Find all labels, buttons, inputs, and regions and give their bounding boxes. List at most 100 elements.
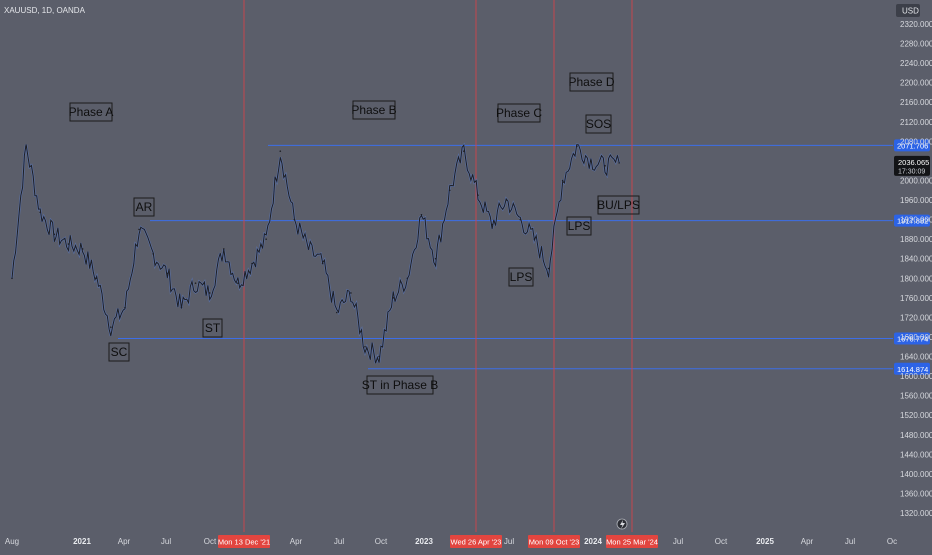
wyckoff-label: Phase A [69, 105, 114, 119]
x-tick-label: 2024 [584, 537, 602, 546]
price-point [590, 160, 592, 162]
y-tick-label: 1800.000 [900, 274, 932, 283]
y-tick-label: 1760.000 [900, 294, 932, 303]
y-tick-label: 1880.000 [900, 235, 932, 244]
price-point [434, 257, 437, 260]
y-tick-label: 2280.000 [900, 40, 932, 49]
y-tick-label: 2320.000 [900, 20, 932, 29]
price-point [25, 145, 27, 148]
price-point [39, 211, 42, 214]
date-marker-text: Wed 26 Apr '23 [451, 538, 502, 547]
wyckoff-label: AR [136, 200, 153, 214]
wyckoff-label-box[interactable] [352, 100, 396, 120]
y-tick-label: 2160.000 [900, 98, 932, 107]
price-point [420, 213, 423, 216]
date-marker-tag [218, 535, 270, 548]
price-point [223, 248, 225, 250]
wyckoff-label: LPS [568, 219, 591, 233]
y-tick-label: 1960.000 [900, 196, 932, 205]
price-line[interactable] [11, 143, 620, 364]
price-point [110, 326, 112, 328]
price-point [81, 248, 84, 250]
wyckoff-label: Phase B [351, 103, 396, 117]
y-tick-label: 2200.000 [900, 79, 932, 88]
price-point [335, 311, 338, 314]
price-point [350, 292, 352, 294]
x-tick-label: Aug [5, 537, 19, 546]
wyckoff-label-box[interactable] [585, 114, 612, 134]
wyckoff-label-box[interactable] [497, 103, 541, 123]
y-tick-label: 1440.000 [900, 450, 932, 459]
y-tick-label: 1720.000 [900, 313, 932, 322]
x-tick-label: Jul [673, 537, 683, 546]
currency-label: USD [902, 7, 919, 16]
price-point [378, 355, 380, 358]
date-marker-text: Mon 25 Mar '24 [606, 538, 658, 547]
y-tick-label: 1560.000 [900, 392, 932, 401]
wyckoff-label: ST [205, 321, 221, 335]
level-price-text: 1917.882 [897, 217, 928, 226]
y-tick-label: 2240.000 [900, 59, 932, 68]
wyckoff-label-box[interactable] [569, 72, 614, 92]
x-tick-label: Oct [375, 537, 388, 546]
currency-button[interactable] [896, 4, 920, 17]
wyckoff-label: LPS [510, 270, 533, 284]
wyckoff-label: SOS [586, 117, 611, 131]
date-marker-text: Mon 09 Oct '23 [529, 538, 580, 547]
price-point [124, 306, 126, 309]
wyckoff-label-box[interactable] [133, 197, 155, 217]
level-price-text: 2071.706 [897, 141, 928, 150]
wyckoff-label-box[interactable] [69, 102, 113, 122]
price-point [618, 162, 620, 164]
level-price-tag [894, 332, 930, 345]
x-tick-label: Jul [334, 537, 344, 546]
x-tick-label: Apr [290, 537, 303, 546]
level-price-tag [894, 139, 930, 152]
wyckoff-label-box[interactable] [597, 195, 640, 215]
price-point [251, 262, 253, 265]
wyckoff-label-box[interactable] [366, 375, 434, 395]
price-point [406, 277, 409, 280]
wyckoff-label-box[interactable] [566, 216, 592, 236]
wyckoff-label: BU/LPS [597, 198, 640, 212]
wyckoff-label-box[interactable] [202, 318, 223, 338]
price-point [392, 297, 395, 299]
price-point [576, 145, 578, 148]
price-point [194, 282, 197, 284]
y-tick-label: 2120.000 [900, 118, 932, 127]
price-point [53, 233, 56, 236]
price-point [505, 199, 508, 201]
wyckoff-label-box[interactable] [508, 267, 534, 287]
date-marker-tag [606, 535, 658, 548]
level-price-text: 1676.774 [897, 335, 928, 344]
price-point [307, 248, 310, 250]
x-tick-label: 2023 [415, 537, 433, 546]
wyckoff-label-box[interactable] [108, 342, 130, 362]
price-point [237, 282, 239, 284]
countdown-text: 17:30:09 [898, 168, 925, 175]
wyckoff-label: Phase D [568, 75, 614, 89]
x-tick-label: Oct [204, 537, 217, 546]
y-tick-label: 1920.000 [900, 216, 932, 225]
price-point [11, 277, 13, 280]
x-tick-label: Jul [161, 537, 171, 546]
y-tick-label: 1840.000 [900, 255, 932, 264]
level-price-text: 1614.874 [897, 365, 928, 374]
price-point [463, 150, 465, 152]
x-tick-label: 2025 [756, 537, 774, 546]
level-price-tag [894, 214, 930, 227]
price-point [321, 262, 324, 265]
y-tick-label: 2080.000 [900, 137, 932, 146]
y-tick-label: 1640.000 [900, 353, 932, 362]
price-point [519, 218, 522, 221]
level-price-tag [894, 362, 930, 375]
y-tick-label: 1480.000 [900, 431, 932, 440]
price-point [364, 345, 366, 348]
price-point [293, 218, 296, 221]
x-tick-label: Oc [887, 537, 897, 546]
price-point [279, 150, 282, 152]
price-point [604, 165, 606, 167]
x-tick-label: Apr [801, 537, 814, 546]
